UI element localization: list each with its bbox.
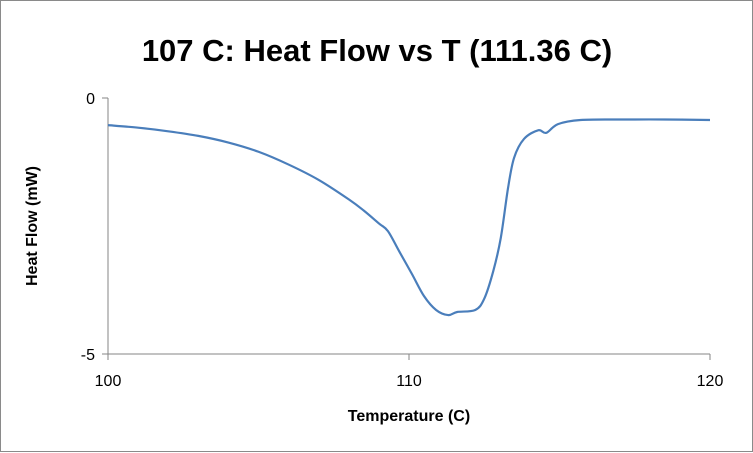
chart-title: 107 C: Heat Flow vs T (111.36 C) [142, 33, 612, 68]
y-axis-label: Heat Flow (mW) [24, 166, 41, 286]
x-tick-label: 100 [95, 373, 122, 390]
y-tick-label: 0 [86, 91, 95, 108]
x-tick-label: 110 [396, 373, 422, 390]
x-tick-label: 120 [697, 373, 724, 390]
heat-flow-series-line [107, 118, 711, 317]
x-axis-label: Temperature (C) [348, 408, 470, 425]
y-tick-label: -5 [81, 347, 95, 364]
